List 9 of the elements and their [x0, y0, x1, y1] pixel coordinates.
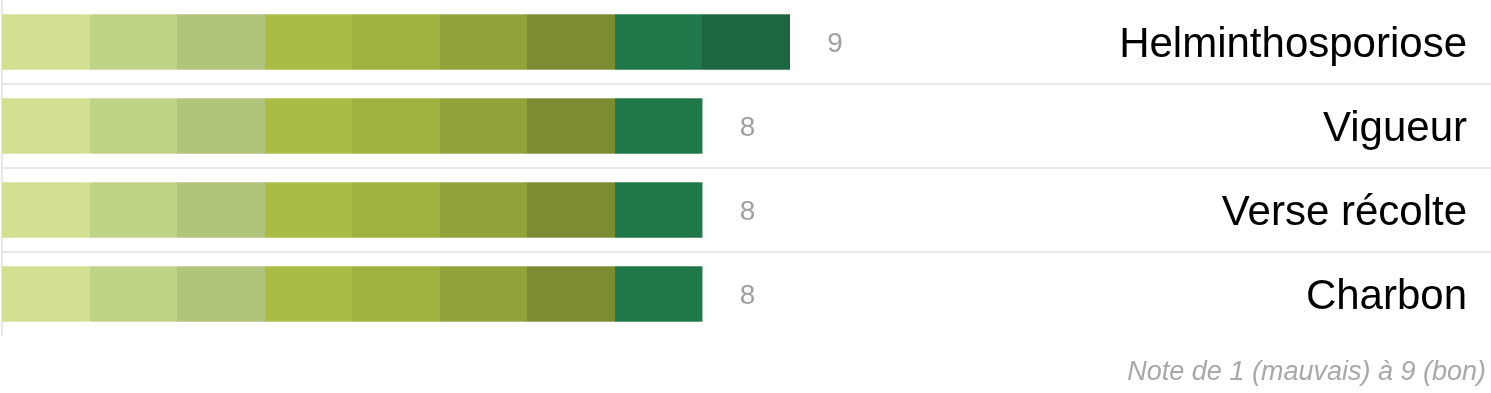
y-tick-label: Verse récolte [1221, 186, 1467, 234]
y-tick-label: Helminthosporiose [1119, 18, 1467, 66]
text: Note de 1 (mauvais) à 9 (bon) [1127, 356, 1486, 386]
data-label: 8 [739, 278, 756, 310]
y-tick-label: Charbon [1305, 270, 1467, 318]
y-tick-label: Vigueur [1322, 102, 1467, 150]
data-label: 9 [827, 26, 843, 58]
data-label: 8 [739, 110, 756, 142]
data-label: 8 [739, 194, 756, 226]
